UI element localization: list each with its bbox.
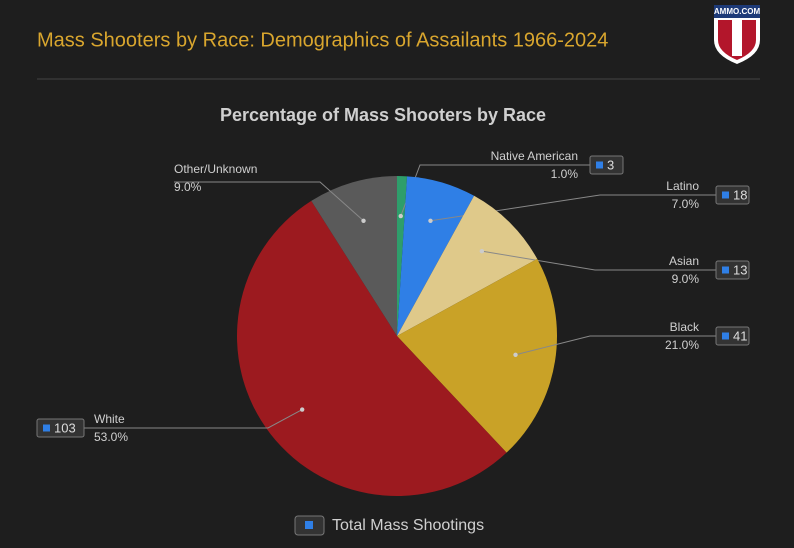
count-badge: 41 <box>715 326 750 346</box>
badge-swatch <box>722 266 729 274</box>
badge-swatch <box>722 191 729 199</box>
pie-slice <box>397 176 475 336</box>
count-label: 103 <box>54 420 76 435</box>
leader-line <box>481 250 716 271</box>
value-label: 1.0% <box>551 167 579 181</box>
count-label: 3 <box>607 157 614 172</box>
legend-label: Total Mass Shootings <box>332 517 484 534</box>
pie-slice <box>237 200 507 496</box>
page-title: Mass Shooters by Race: Demographics of A… <box>37 29 608 51</box>
badge-box <box>36 418 85 438</box>
slice-label: Asian <box>669 254 699 268</box>
badge-box <box>589 155 624 175</box>
count-badge: 18 <box>715 185 750 205</box>
pie-slice <box>397 258 557 453</box>
logo-text: AMMO.COM <box>714 7 761 16</box>
legend-swatch <box>305 521 313 529</box>
slice-label: Black <box>670 320 700 334</box>
badge-box <box>715 185 750 205</box>
leader-line <box>515 335 716 356</box>
value-label: 9.0% <box>672 272 700 286</box>
leader-dot <box>428 218 433 223</box>
badge-swatch <box>596 161 603 169</box>
value-label: 7.0% <box>672 197 700 211</box>
slice-label: Native American <box>491 149 578 163</box>
count-label: 18 <box>733 187 747 202</box>
leader-dot <box>479 248 485 254</box>
count-badge: 13 <box>715 260 750 280</box>
logo: AMMO.COM <box>714 5 761 64</box>
badge-box <box>715 326 750 346</box>
count-badge: 3 <box>589 155 624 175</box>
leader-dot <box>361 218 366 223</box>
slice-label: Latino <box>666 179 699 193</box>
value-label: 9.0% <box>174 180 202 194</box>
leader-line <box>84 409 303 429</box>
count-badge: 103 <box>36 418 85 438</box>
chart-title: Percentage of Mass Shooters by Race <box>220 105 546 125</box>
value-label: 21.0% <box>665 338 699 352</box>
badge-box <box>715 260 750 280</box>
leader-dot <box>299 407 305 412</box>
leader-line <box>174 181 364 222</box>
value-label: 53.0% <box>94 430 128 444</box>
count-label: 41 <box>733 328 747 343</box>
leader-dot <box>513 352 518 357</box>
badge-swatch <box>722 332 729 340</box>
slice-label: White <box>94 412 125 426</box>
pie-slice <box>311 176 397 336</box>
legend: Total Mass Shootings <box>294 515 484 536</box>
leader-dot <box>398 213 403 219</box>
badge-swatch <box>43 424 50 432</box>
count-label: 13 <box>733 262 747 277</box>
slice-label: Other/Unknown <box>174 162 257 176</box>
pie-slice <box>397 195 538 336</box>
